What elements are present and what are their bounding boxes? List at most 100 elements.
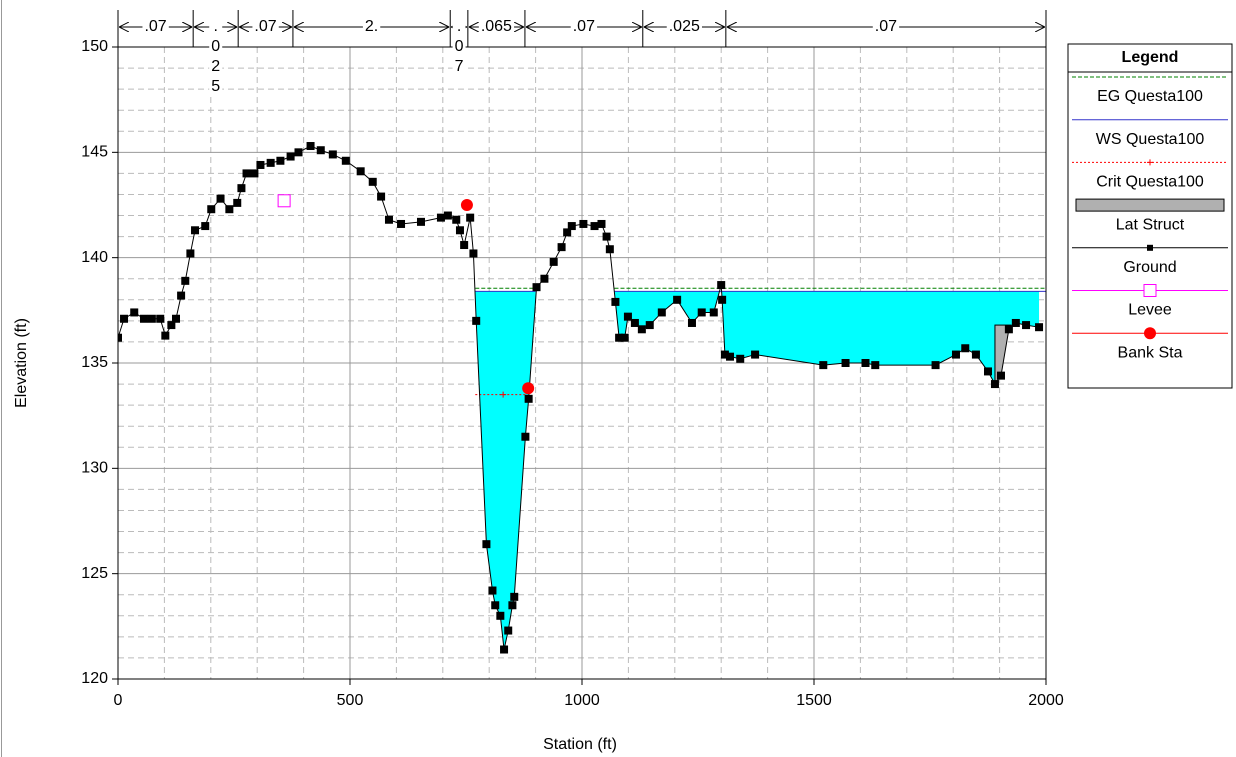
legend-title: Legend xyxy=(1122,49,1179,66)
y-tick-label: 130 xyxy=(81,460,108,477)
ground-point xyxy=(861,359,870,367)
ground-point xyxy=(931,361,940,370)
ground-point xyxy=(397,219,406,228)
ground-point xyxy=(687,318,696,327)
n-label-bg xyxy=(452,18,466,76)
legend-marker xyxy=(1143,284,1157,297)
ground-point xyxy=(172,314,180,323)
y-tick-label: 120 xyxy=(81,670,108,687)
legend-label: Lat Struct xyxy=(1116,216,1185,233)
ground-point xyxy=(611,297,620,306)
ground-point xyxy=(1022,321,1031,330)
ground-point xyxy=(567,222,576,231)
legend-label: Levee xyxy=(1128,302,1172,319)
ground-point xyxy=(384,215,393,224)
ground-point xyxy=(496,611,505,620)
n-label: 2. xyxy=(365,18,378,35)
ground-point xyxy=(819,361,828,370)
n-label-bg xyxy=(362,18,381,36)
n-label: .065 xyxy=(481,18,512,35)
ground-point xyxy=(177,291,186,300)
ground-point xyxy=(286,152,295,161)
n-label-bg xyxy=(209,18,223,96)
ground-point xyxy=(130,308,139,317)
ground-point xyxy=(605,245,614,254)
ground-point xyxy=(452,215,461,224)
ground-point xyxy=(294,148,303,157)
ground-point xyxy=(720,350,729,359)
ground-point xyxy=(971,350,980,359)
ground-point xyxy=(139,314,148,323)
ground-point xyxy=(1004,325,1013,334)
ground-point xyxy=(508,601,517,610)
ground-point xyxy=(276,156,285,165)
ground-point xyxy=(455,226,464,235)
n-label-bg xyxy=(666,18,702,36)
n-label-bg xyxy=(872,18,900,36)
x-tick-label: 2000 xyxy=(1028,692,1064,709)
ground-point xyxy=(356,167,365,176)
ground-point xyxy=(645,321,654,330)
ground-point xyxy=(549,257,558,266)
x-tick-label: 500 xyxy=(337,692,364,709)
n-label-bg xyxy=(252,18,279,36)
water-fill xyxy=(475,291,536,650)
ground-point xyxy=(630,318,639,327)
bank-station xyxy=(522,382,535,395)
ground-point xyxy=(250,169,259,178)
n-label-bg xyxy=(478,18,515,36)
ground-point xyxy=(436,213,445,222)
ground-point xyxy=(472,316,481,325)
legend-swatch xyxy=(1075,198,1225,212)
ground-point xyxy=(736,354,745,363)
ground-point xyxy=(532,283,541,292)
ground-point xyxy=(191,226,200,235)
ground-point xyxy=(237,184,246,193)
ground-point xyxy=(242,169,251,178)
ground-point xyxy=(717,281,726,290)
ground-point xyxy=(466,213,475,222)
legend-label: Crit Questa100 xyxy=(1096,174,1204,191)
ground-point xyxy=(266,158,275,167)
ground-point xyxy=(871,361,880,370)
ground-point xyxy=(306,142,315,151)
ground-point xyxy=(120,314,129,323)
ground-point xyxy=(718,295,727,304)
ground-point xyxy=(657,308,666,317)
ground-point xyxy=(563,228,572,237)
ground-point xyxy=(637,325,646,334)
ground-point xyxy=(623,312,632,321)
ground-point xyxy=(118,333,122,342)
ground-point xyxy=(1035,323,1044,332)
ground-point xyxy=(540,274,549,283)
ground-point xyxy=(996,371,1005,380)
ground-point xyxy=(328,150,337,159)
ground-point xyxy=(341,156,350,165)
ground-point xyxy=(673,295,682,304)
legend-marker xyxy=(1144,327,1156,340)
x-tick-label: 1000 xyxy=(564,692,600,709)
legend-marker xyxy=(1147,159,1153,166)
y-tick-label: 145 xyxy=(81,144,108,161)
x-tick-label: 0 xyxy=(114,692,123,709)
ground-point xyxy=(181,276,190,285)
ground-point xyxy=(990,380,999,389)
ground-point xyxy=(201,222,210,231)
y-tick-label: 150 xyxy=(81,38,108,55)
ground-point xyxy=(416,217,425,226)
ground-point xyxy=(984,367,992,376)
ground-point xyxy=(256,160,265,169)
y-tick-label: 125 xyxy=(81,565,108,582)
ground-point xyxy=(597,219,606,228)
ground-point xyxy=(216,194,225,203)
ground-point xyxy=(510,592,519,601)
ground-point xyxy=(524,394,533,403)
n-label: .07 xyxy=(875,18,897,35)
ground-point xyxy=(697,308,706,317)
water-fill xyxy=(614,291,1040,650)
ground-point xyxy=(504,626,513,635)
ground-point xyxy=(590,222,599,231)
ground-point xyxy=(951,350,960,359)
